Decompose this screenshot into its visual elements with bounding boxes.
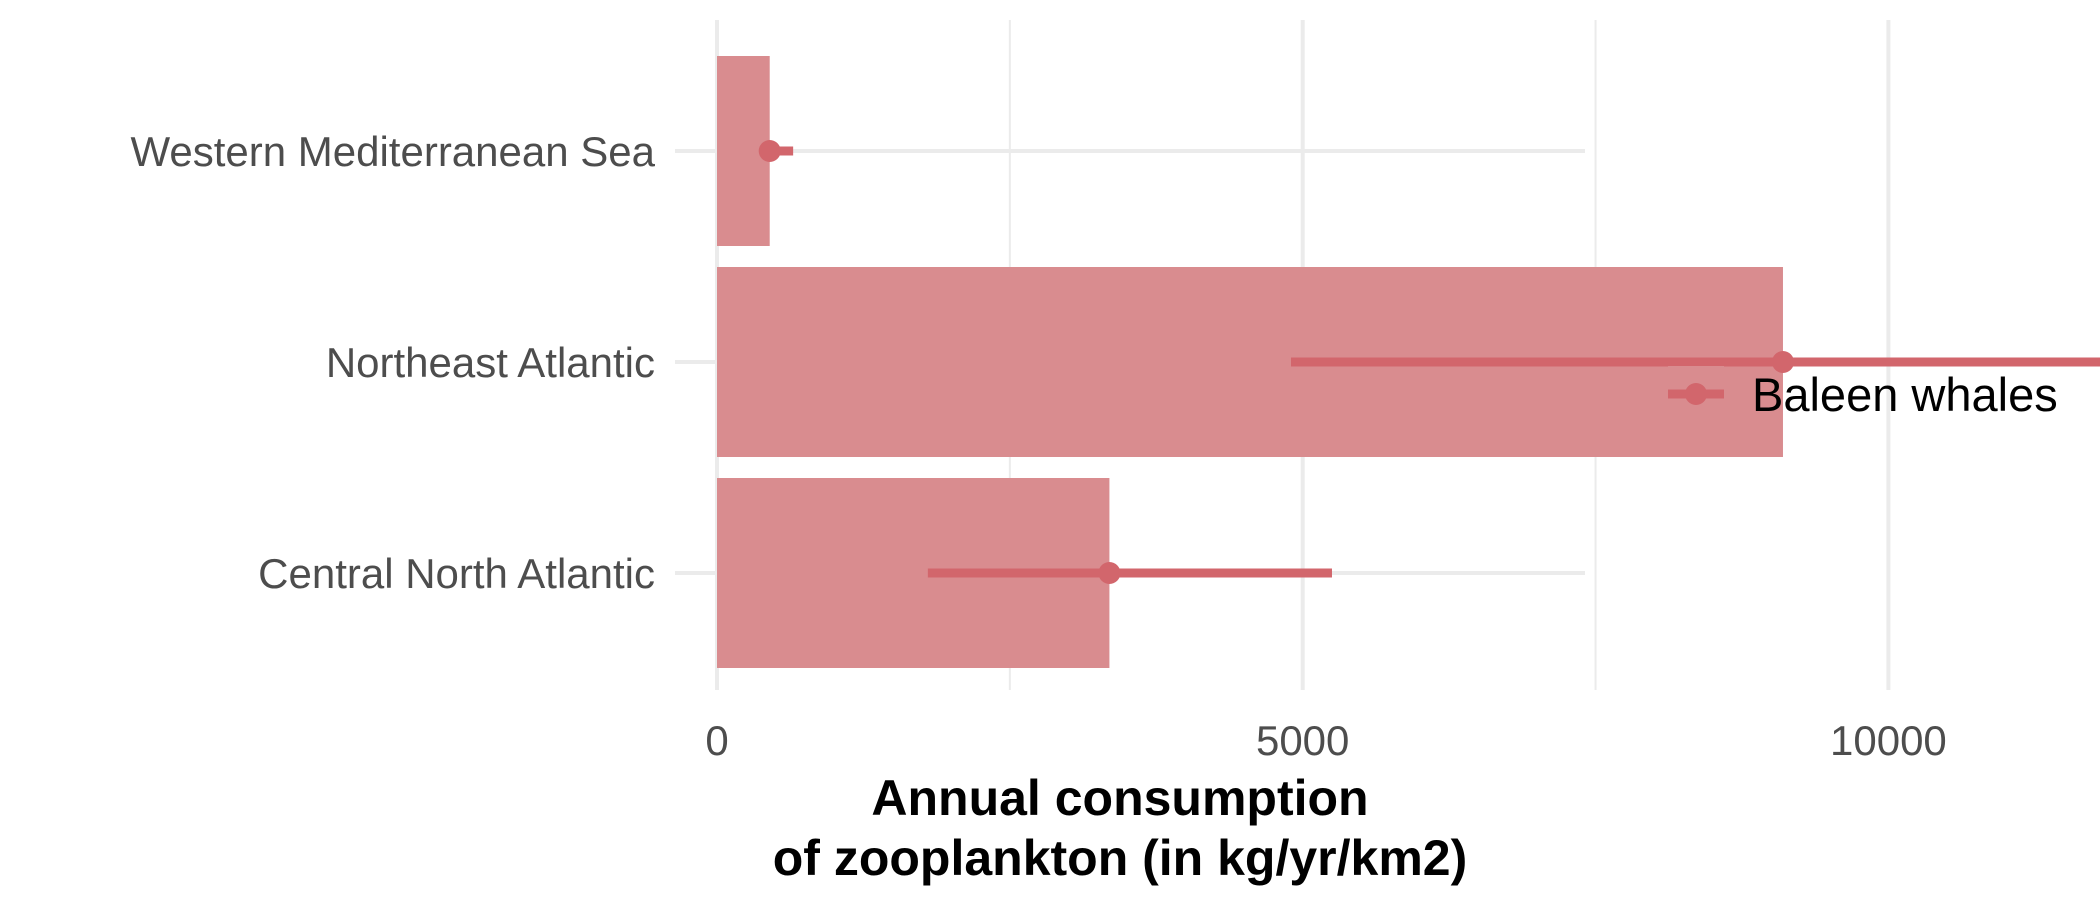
x-tick-labels: 0 5000 10000 <box>705 717 1946 764</box>
legend-key-point <box>1685 383 1707 405</box>
legend-label-baleen-whales: Baleen whales <box>1752 368 2058 421</box>
y-tick-label: Northeast Atlantic <box>326 339 655 386</box>
error-layer <box>758 140 2100 584</box>
legend: Baleen whales <box>1668 366 2058 422</box>
x-axis-title-line-2: of zooplankton (in kg/yr/km2) <box>773 830 1467 886</box>
point-estimate <box>1098 562 1121 584</box>
x-tick-label: 5000 <box>1256 717 1349 764</box>
point-estimate <box>758 140 781 162</box>
x-axis-title-line-1: Annual consumption <box>871 770 1368 826</box>
x-tick-label: 10000 <box>1830 717 1947 764</box>
x-tick-label: 0 <box>705 717 728 764</box>
point-estimate <box>1771 351 1794 373</box>
y-tick-label: Western Mediterranean Sea <box>130 128 655 175</box>
y-tick-labels: Western Mediterranean Sea Northeast Atlan… <box>130 128 655 597</box>
y-tick-label: Central North Atlantic <box>258 550 655 597</box>
